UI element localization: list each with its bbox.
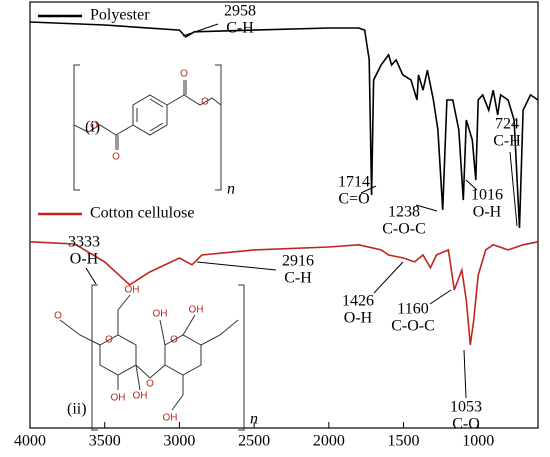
atom-label: O: [54, 311, 62, 322]
legend-label: Polyester: [90, 7, 150, 24]
atom-label: OH: [163, 413, 178, 424]
annotation-arrow: [85, 267, 97, 285]
annotation-arrow: [196, 261, 277, 271]
annotation-text: 1714: [338, 174, 370, 191]
spectrum-line: [29, 241, 539, 346]
cellulose-structure: [59, 284, 245, 431]
annotation-arrow: [465, 179, 478, 191]
atom-label: OH: [133, 391, 148, 402]
spectrum-line: [29, 21, 539, 228]
atom-label: O: [112, 152, 120, 163]
annotation-text: 3333: [68, 234, 100, 251]
x-tick-label: 2500: [238, 433, 270, 450]
atom-label: OH: [153, 309, 168, 320]
annotation-text: C-H: [226, 20, 254, 37]
structure-label: (i): [85, 119, 100, 136]
atom-label: OH: [189, 305, 204, 316]
annotation-text: C-H: [284, 270, 312, 287]
x-tick-label: 3500: [89, 433, 121, 450]
atom-label: O: [180, 69, 188, 80]
x-tick-label: 1500: [388, 433, 420, 450]
annotation-text: 1016: [471, 187, 503, 204]
annotation-text: O-H: [344, 310, 373, 327]
x-tick-label: 1000: [462, 433, 494, 450]
annotation-arrow: [463, 349, 467, 399]
annotation-text: 1238: [388, 204, 420, 221]
polyester-structure: [73, 64, 222, 191]
x-tick-label: 3000: [163, 433, 195, 450]
annotation-text: O-H: [70, 251, 99, 268]
structure-subscript: n: [227, 181, 235, 198]
x-tick-label: 2000: [313, 433, 345, 450]
legend-label: Cotton cellulose: [90, 205, 194, 222]
atom-label: O: [146, 379, 154, 390]
annotation-text: 724: [495, 116, 519, 133]
atom-label: O: [105, 335, 113, 346]
atom-label: OH: [125, 285, 140, 296]
annotation-arrow: [360, 185, 377, 194]
annotation-text: C-H: [493, 133, 521, 150]
annotation-text: 2958: [224, 3, 256, 20]
annotation-text: C-O: [452, 416, 480, 433]
annotation-arrow: [429, 289, 452, 305]
annotation-text: O-H: [473, 204, 502, 221]
structure-label: (ii): [67, 401, 87, 418]
annotation-arrow: [415, 204, 438, 212]
annotation-text: C-O-C: [382, 221, 426, 238]
annotation-text: C-O-C: [391, 318, 435, 335]
annotation-text: C=O: [338, 191, 369, 208]
x-tick-label: 4000: [14, 433, 46, 450]
annotation-arrow: [509, 151, 518, 227]
atom-label: O: [201, 97, 209, 108]
annotation-text: 1426: [342, 293, 374, 310]
atom-label: O: [90, 121, 98, 132]
atom-label: O: [170, 335, 178, 346]
annotation-arrow: [373, 261, 404, 294]
annotation-text: 1053: [450, 399, 482, 416]
annotation-arrow: [182, 23, 219, 37]
annotation-text: 2916: [282, 253, 314, 270]
annotation-text: 1160: [397, 301, 428, 318]
plot-frame: [29, 1, 539, 429]
atom-label: OH: [111, 393, 126, 404]
structure-subscript: n: [250, 411, 258, 428]
